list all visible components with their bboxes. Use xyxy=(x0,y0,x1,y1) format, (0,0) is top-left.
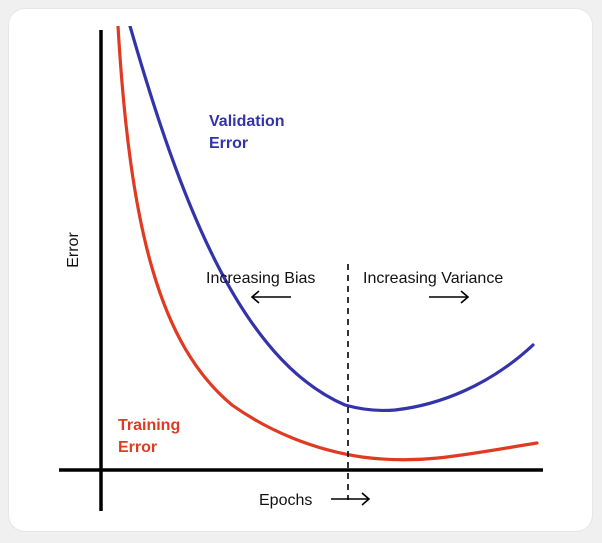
validation-label-line-2: Error xyxy=(209,135,248,152)
left-arrow-icon xyxy=(250,290,291,304)
increasing-variance-label: Increasing Variance xyxy=(363,270,503,287)
y-axis-label: Error xyxy=(65,232,82,268)
increasing-bias-label: Increasing Bias xyxy=(206,270,315,287)
training-label-line-2: Error xyxy=(118,439,157,456)
x-axis-label: Epochs xyxy=(259,492,312,509)
validation-error-line xyxy=(128,26,535,413)
training-error-label: Training Error xyxy=(118,417,185,456)
training-error-line xyxy=(116,26,539,462)
validation-error-label: Validation Error xyxy=(209,113,289,152)
validation-label-line-1: Validation xyxy=(209,113,285,130)
chart-card xyxy=(9,9,592,531)
training-label-line-1: Training xyxy=(118,417,180,434)
right-arrow-icon xyxy=(429,290,470,304)
x-axis-arrow-icon xyxy=(331,492,371,506)
